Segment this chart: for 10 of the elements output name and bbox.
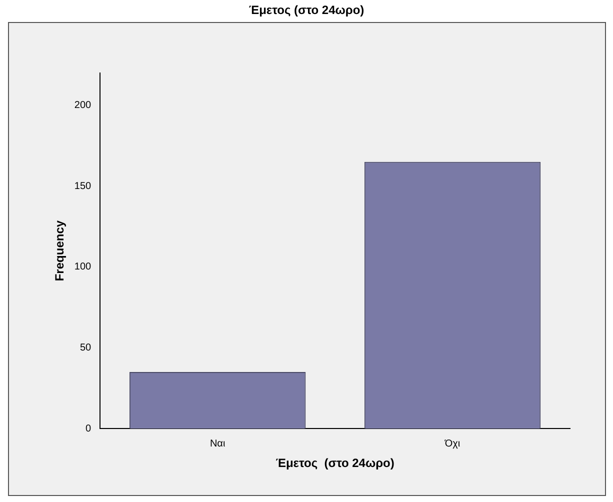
y-tick-label: 50 (80, 342, 92, 354)
y-tick-label: 100 (74, 262, 92, 273)
x-tick-label: Ναι (210, 438, 226, 450)
y-tick-label: 0 (86, 423, 92, 434)
y-tick-label: 200 (74, 100, 92, 112)
y-axis-title: Frequency (52, 220, 67, 282)
chart-title: Έμετος (στο 24ωρο) (248, 3, 366, 17)
y-tick-label: 150 (74, 180, 92, 192)
x-tick-label: Όχι (444, 438, 460, 450)
x-axis-title: Έμετος (στο 24ωρο) (276, 456, 394, 470)
